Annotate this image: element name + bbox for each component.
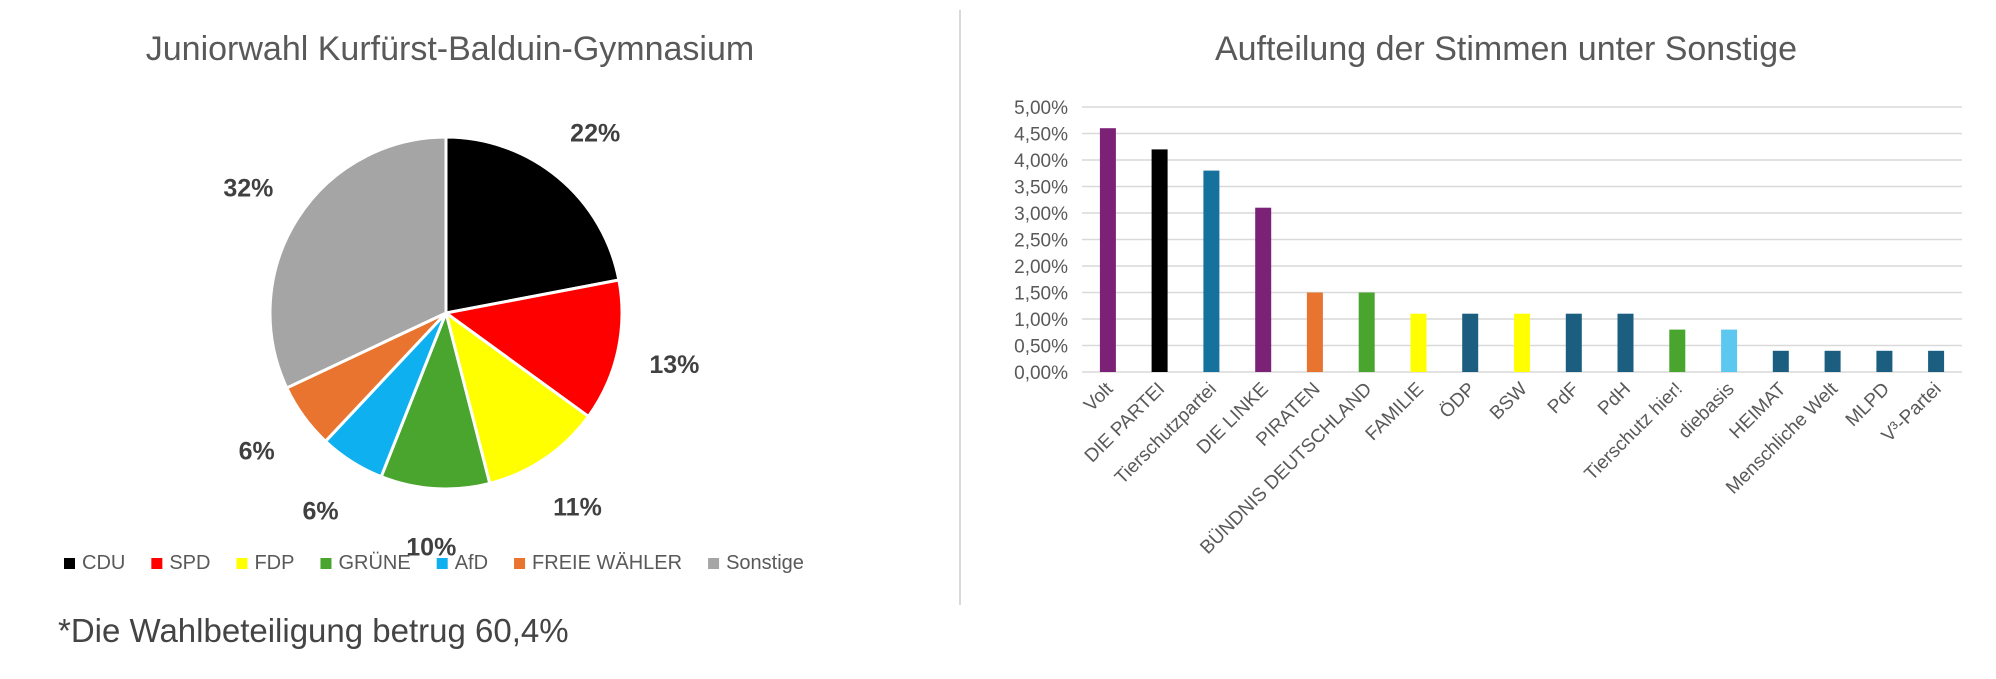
bar <box>1099 128 1116 372</box>
bar-y-axis: 0,00% 0,50% 1,00% 1,50% 2,00% 2,50% 3,00% 3,50%… <box>1014 98 1068 384</box>
pie-slice-grüne <box>379 308 492 491</box>
bar <box>1255 207 1272 372</box>
y-tick-label: 1,50% <box>1014 284 1068 305</box>
pie-chart-title: Juniorwahl Kurfürst-Balduin-Gymnasium <box>146 30 754 68</box>
x-category-label: diebasis <box>1674 379 1738 443</box>
bar-series <box>1099 128 1945 372</box>
legend-item-sonstige: Sonstige <box>708 552 804 574</box>
pie-slice-spd <box>442 278 624 419</box>
pie-label-sonstige: 32% <box>223 175 273 203</box>
pie-slices <box>268 135 624 491</box>
turnout-footnote: *Die Wahlbeteiligung betrug 60,4% <box>58 612 569 649</box>
pie-slice-sonstige <box>268 135 448 390</box>
x-category-label: FAMILIE <box>1362 379 1428 445</box>
pie-chart: Juniorwahl Kurfürst-Balduin-Gymnasium 22… <box>64 30 804 574</box>
x-category-label: BSW <box>1486 379 1531 424</box>
pie-legend: CDU SPD FDP GRÜNE AfD FREIE WÄHLER Sonstige <box>64 552 804 574</box>
bar <box>1151 149 1168 372</box>
y-tick-label: 0,00% <box>1014 363 1068 384</box>
bar <box>1462 313 1479 372</box>
legend-swatch-cdu <box>64 558 75 569</box>
legend-label-freie-wähler: FREIE WÄHLER <box>532 552 682 574</box>
bar <box>1410 313 1427 372</box>
y-tick-label: 1,00% <box>1014 310 1068 331</box>
pie-label-afd: 6% <box>303 498 339 526</box>
y-tick-label: 2,00% <box>1014 257 1068 278</box>
legend-item-afd: AfD <box>436 552 488 574</box>
bar <box>1824 350 1841 372</box>
y-tick-label: 2,50% <box>1014 231 1068 252</box>
bar-chart-title: Aufteilung der Stimmen unter Sonstige <box>1215 30 1797 68</box>
x-category-label: PdH <box>1594 379 1635 420</box>
y-tick-label: 4,50% <box>1014 125 1068 146</box>
y-tick-label: 3,50% <box>1014 178 1068 199</box>
legend-swatch-freie-wähler <box>514 558 526 569</box>
legend-label-grüne: GRÜNE <box>338 552 410 574</box>
legend-label-cdu: CDU <box>82 552 125 574</box>
legend-swatch-sonstige <box>708 558 720 569</box>
legend-label-fdp: FDP <box>254 552 294 574</box>
bar <box>1772 350 1789 372</box>
bar <box>1669 329 1686 372</box>
legend-swatch-spd <box>151 558 163 569</box>
y-tick-label: 4,00% <box>1014 151 1068 172</box>
legend-item-freie-wähler: FREIE WÄHLER <box>514 552 682 574</box>
bar <box>1358 292 1375 372</box>
y-tick-label: 5,00% <box>1014 98 1068 119</box>
bar <box>1514 313 1530 372</box>
legend-label-afd: AfD <box>455 552 488 574</box>
x-category-label: Volt <box>1080 378 1118 416</box>
pie-label-grüne: 10% <box>406 534 456 562</box>
legend-item-fdp: FDP <box>236 552 294 574</box>
bar <box>1203 170 1220 372</box>
bar <box>1876 350 1893 372</box>
bar <box>1306 292 1323 372</box>
pie-slice-fdp <box>443 309 591 486</box>
y-tick-label: 3,00% <box>1014 204 1068 225</box>
legend-item-grüne: GRÜNE <box>320 552 411 574</box>
pie-slice-cdu <box>444 135 621 315</box>
pie-label-spd: 13% <box>649 351 699 379</box>
x-category-label: PdF <box>1544 379 1583 418</box>
bar <box>1565 313 1582 372</box>
legend-item-spd: SPD <box>151 552 210 574</box>
pie-label-freie-wähler: 6% <box>239 438 275 466</box>
legend-swatch-fdp <box>236 558 248 569</box>
legend-swatch-afd <box>436 558 448 569</box>
x-category-label: ÖDP <box>1436 379 1480 423</box>
y-tick-label: 0,50% <box>1014 337 1068 358</box>
bar <box>1721 329 1738 372</box>
legend-swatch-grüne <box>320 558 332 569</box>
bar <box>1617 313 1634 372</box>
legend-label-spd: SPD <box>169 552 210 574</box>
bar <box>1928 350 1945 372</box>
legend-label-sonstige: Sonstige <box>726 552 804 574</box>
pie-data-labels: 22% 13% 11% 10% 6% 6% 32% <box>223 120 699 562</box>
legend-item-cdu: CDU <box>64 552 125 574</box>
pie-label-cdu: 22% <box>570 120 620 148</box>
bar-chart: Aufteilung der Stimmen unter Sonstige 0,… <box>1014 30 1962 559</box>
pie-label-fdp: 11% <box>553 494 602 522</box>
